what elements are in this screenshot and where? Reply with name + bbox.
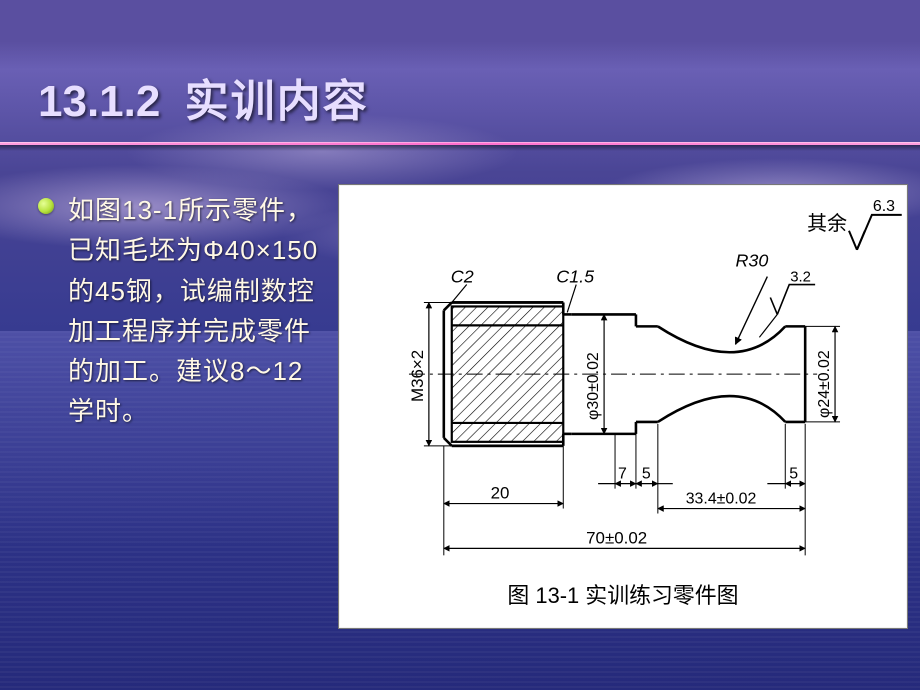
chamfer-c2: C2 (451, 267, 474, 287)
body-text: 如图13-1所示零件，已知毛坯为Φ40×150的45钢，试编制数控加工程序并完成… (68, 190, 328, 432)
dim-len-33-4: 33.4±0.02 (658, 491, 805, 509)
svg-text:33.4±0.02: 33.4±0.02 (686, 491, 757, 508)
slide-title: 13.1.2 实训内容 (38, 65, 369, 129)
title-number: 13.1.2 (38, 77, 160, 126)
dim-len-20: 20 (444, 484, 563, 504)
svg-text:70±0.02: 70±0.02 (586, 528, 647, 547)
svg-text:7: 7 (618, 466, 627, 483)
dim-len-5a: 5 (636, 466, 673, 484)
horizontal-rule (0, 142, 920, 145)
surface-label: 其余 (807, 212, 847, 235)
svg-text:R30: R30 (735, 251, 768, 271)
figure-caption: 图 13-1 实训练习零件图 (507, 583, 738, 608)
content-area: 如图13-1所示零件，已知毛坯为Φ40×150的45钢，试编制数控加工程序并完成… (38, 190, 900, 670)
svg-text:φ24±0.02: φ24±0.02 (816, 350, 833, 418)
svg-text:M36×2: M36×2 (408, 350, 427, 402)
dim-len-7: 7 (598, 466, 636, 484)
dim-len-70: 70±0.02 (444, 528, 805, 548)
dim-len-5b: 5 (767, 466, 805, 484)
c1-5-leader (567, 285, 576, 313)
svg-text:5: 5 (789, 466, 798, 483)
surface-value: 6.3 (873, 198, 895, 215)
dim-d30: φ30±0.02 (585, 314, 604, 433)
engineering-drawing: 其余 6.3 (338, 184, 908, 629)
svg-text:φ30±0.02: φ30±0.02 (585, 352, 602, 420)
svg-text:5: 5 (642, 466, 651, 483)
radius-r30: R30 (735, 251, 768, 345)
rule-shadow (0, 145, 920, 151)
svg-text:20: 20 (491, 484, 510, 503)
chamfer-c1-5: C1.5 (556, 267, 594, 287)
title-text: 实训内容 (185, 77, 369, 126)
svg-text:3.2: 3.2 (790, 269, 811, 286)
drawing-svg: 其余 6.3 (339, 185, 907, 628)
surface-roughness-general: 其余 6.3 (807, 198, 902, 250)
bullet-icon (38, 198, 54, 214)
thread-section (452, 302, 563, 445)
dim-d24: φ24±0.02 (805, 326, 840, 422)
c2-leader (452, 285, 467, 303)
